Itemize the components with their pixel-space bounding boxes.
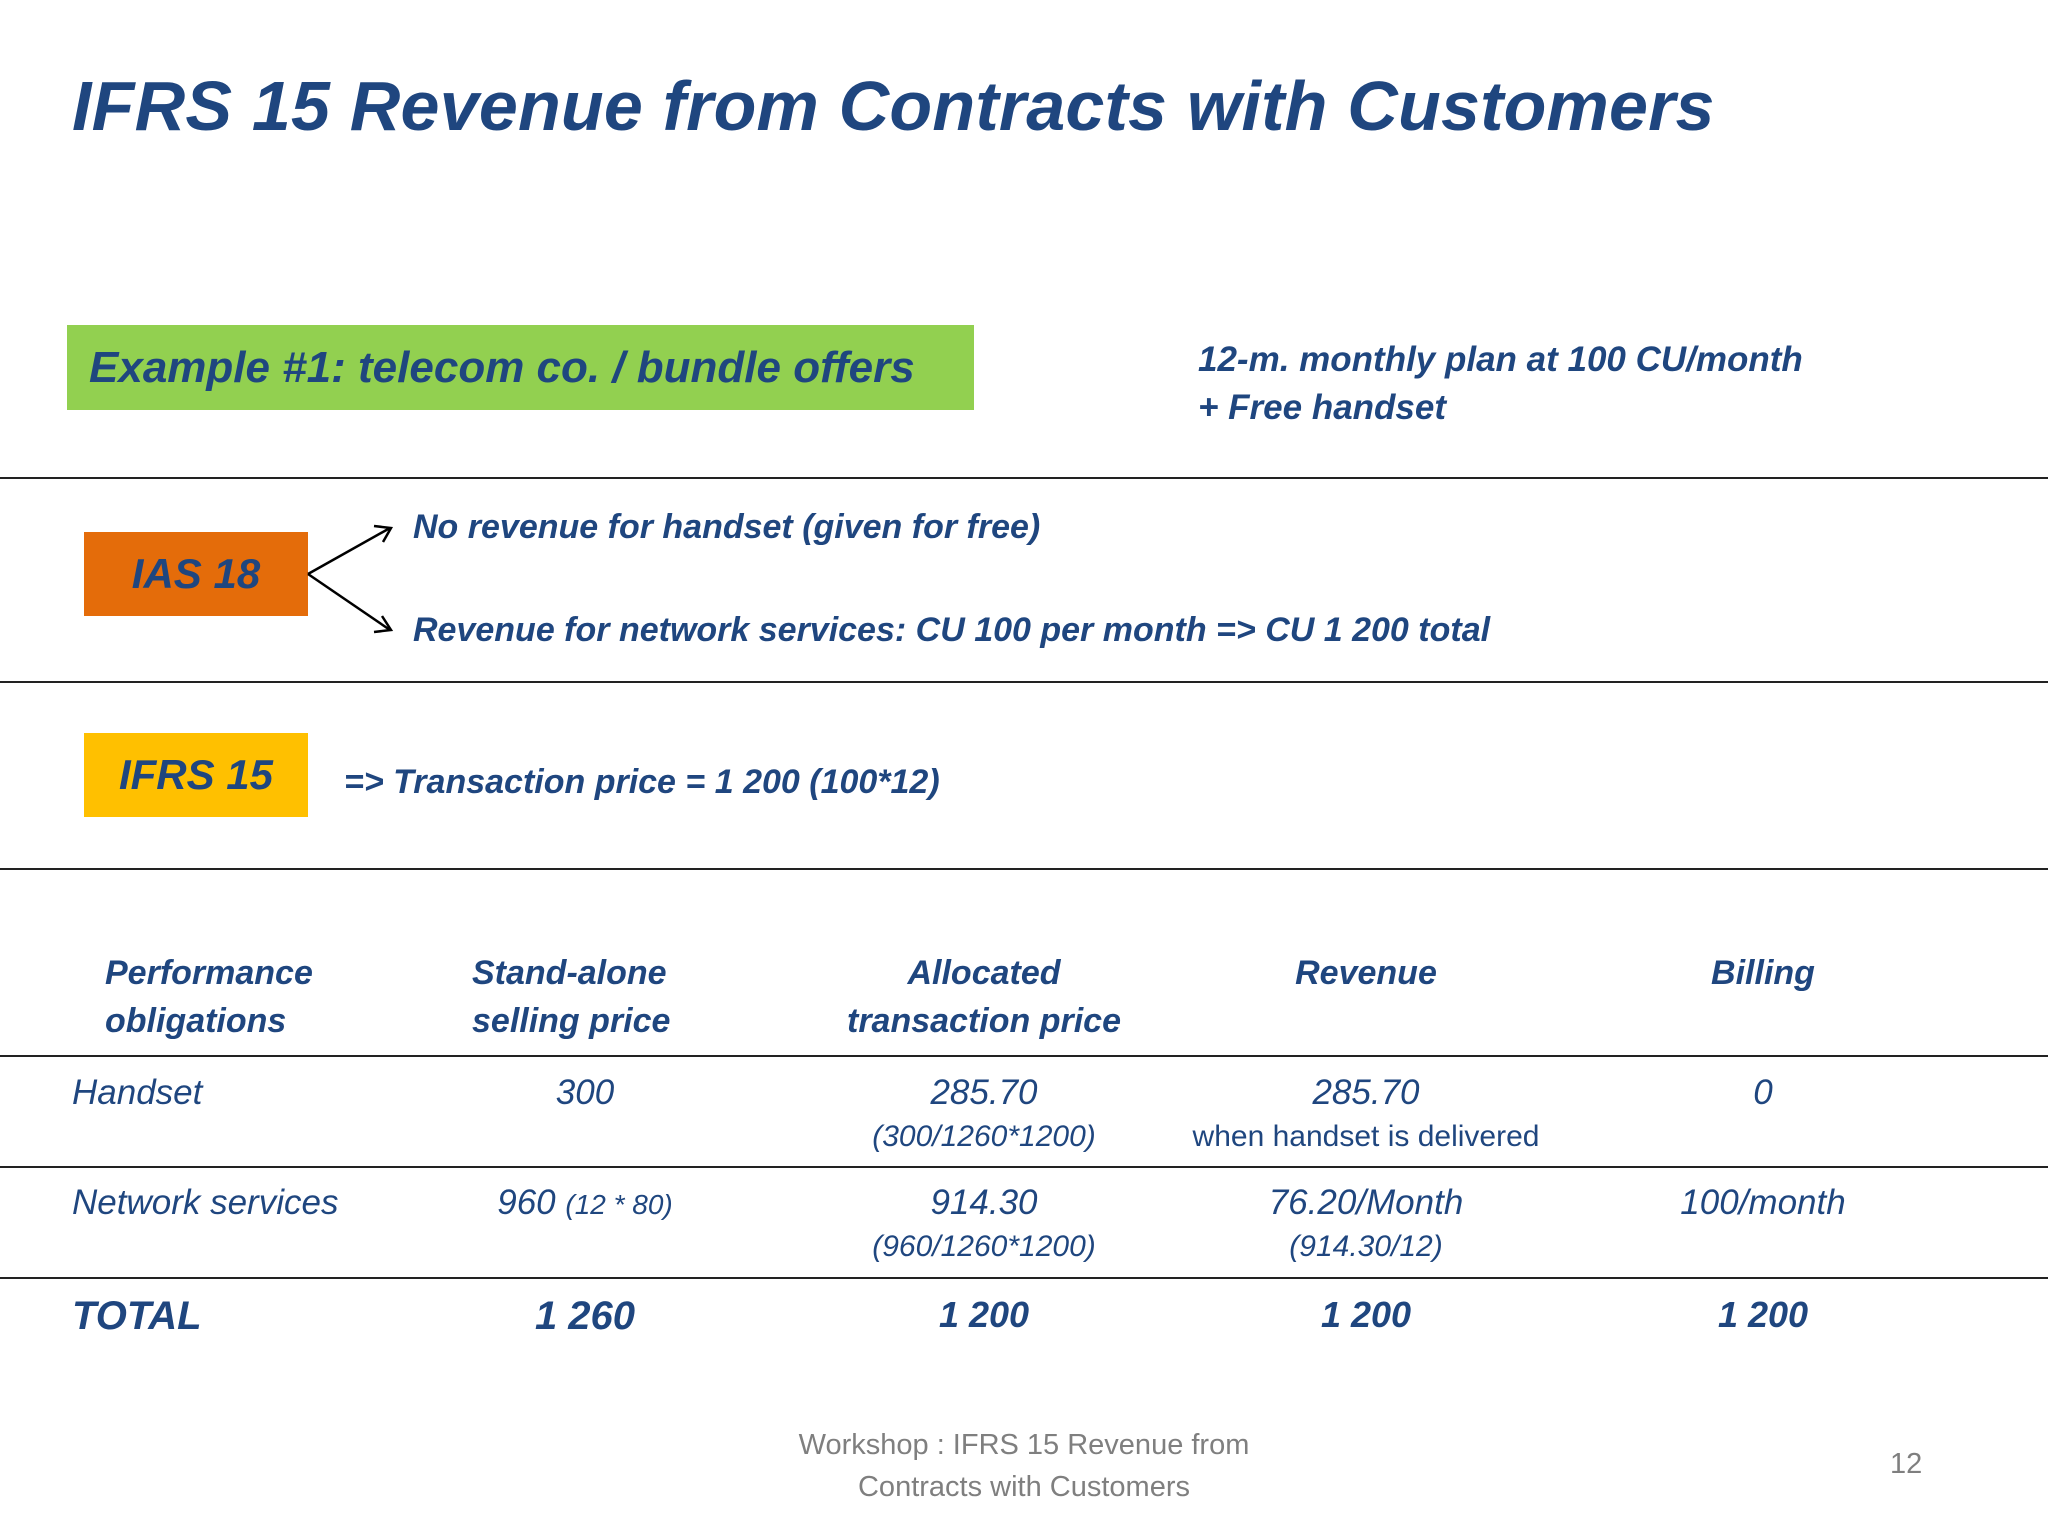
header-performance-obligations: Performance obligations: [105, 954, 313, 1040]
row-handset-standalone: 300: [555, 1073, 615, 1112]
divider-1: [0, 477, 2048, 479]
total-allocated: 1 200: [938, 1294, 1030, 1335]
example-label: Example #1: telecom co. / bundle offers: [89, 342, 915, 392]
row-handset-allocated: 285.70: [930, 1073, 1038, 1112]
header-standalone-price: Stand-alone selling price: [472, 954, 671, 1040]
slide-title: IFRS 15 Revenue from Contracts with Cust…: [72, 67, 1715, 145]
row-network-allocated-note: (960/1260*1200): [872, 1230, 1096, 1263]
header-billing: Billing: [1711, 954, 1815, 992]
row-network-allocated: 914.30: [930, 1183, 1038, 1222]
row-network-revenue: 76.20/Month: [1268, 1183, 1464, 1222]
total-revenue: 1 200: [1320, 1294, 1412, 1335]
plan-line-1: 12-m. monthly plan at 100 CU/month: [1198, 340, 1803, 379]
row-handset-allocated-note: (300/1260*1200): [872, 1120, 1096, 1153]
total-standalone: 1 260: [534, 1294, 636, 1338]
row-handset-revenue-note: when handset is delivered: [1192, 1120, 1540, 1153]
divider-3: [0, 868, 2048, 870]
row-network-revenue-note: (914.30/12): [1289, 1230, 1443, 1263]
row-network-billing: 100/month: [1680, 1183, 1846, 1222]
ifrs15-tag: IFRS 15: [84, 733, 308, 817]
table-header-divider: [0, 1055, 2048, 1057]
page-number: 12: [1890, 1448, 1923, 1480]
ifrs15-statement: => Transaction price = 1 200 (100*12): [344, 763, 940, 801]
plan-description: 12-m. monthly plan at 100 CU/month + Fre…: [1198, 336, 1803, 432]
total-label: TOTAL: [72, 1294, 202, 1338]
ias18-tag: IAS 18: [84, 532, 308, 616]
plan-line-2: + Free handset: [1198, 388, 1447, 427]
row-handset-revenue: 285.70: [1312, 1073, 1420, 1112]
divider-2: [0, 681, 2048, 683]
row-network-obligation: Network services: [72, 1183, 339, 1222]
header-revenue: Revenue: [1295, 954, 1437, 992]
total-billing: 1 200: [1717, 1294, 1809, 1335]
row-handset-billing: 0: [1753, 1073, 1773, 1112]
ias18-statement-2: Revenue for network services: CU 100 per…: [413, 611, 1491, 649]
branch-arrows-icon: [307, 524, 394, 634]
row-network-standalone-note: (12 * 80): [565, 1189, 673, 1220]
footer-caption: Workshop : IFRS 15 Revenue from Contract…: [798, 1429, 1250, 1503]
table-row-divider-1: [0, 1166, 2048, 1168]
ias18-statement-1: No revenue for handset (given for free): [413, 508, 1041, 546]
example-label-box: Example #1: telecom co. / bundle offers: [67, 325, 974, 410]
header-allocated-price: Allocated transaction price: [847, 954, 1121, 1040]
row-network-standalone: 960 (12 * 80): [497, 1183, 673, 1222]
row-handset-obligation: Handset: [72, 1073, 203, 1112]
table-row-divider-2: [0, 1277, 2048, 1279]
